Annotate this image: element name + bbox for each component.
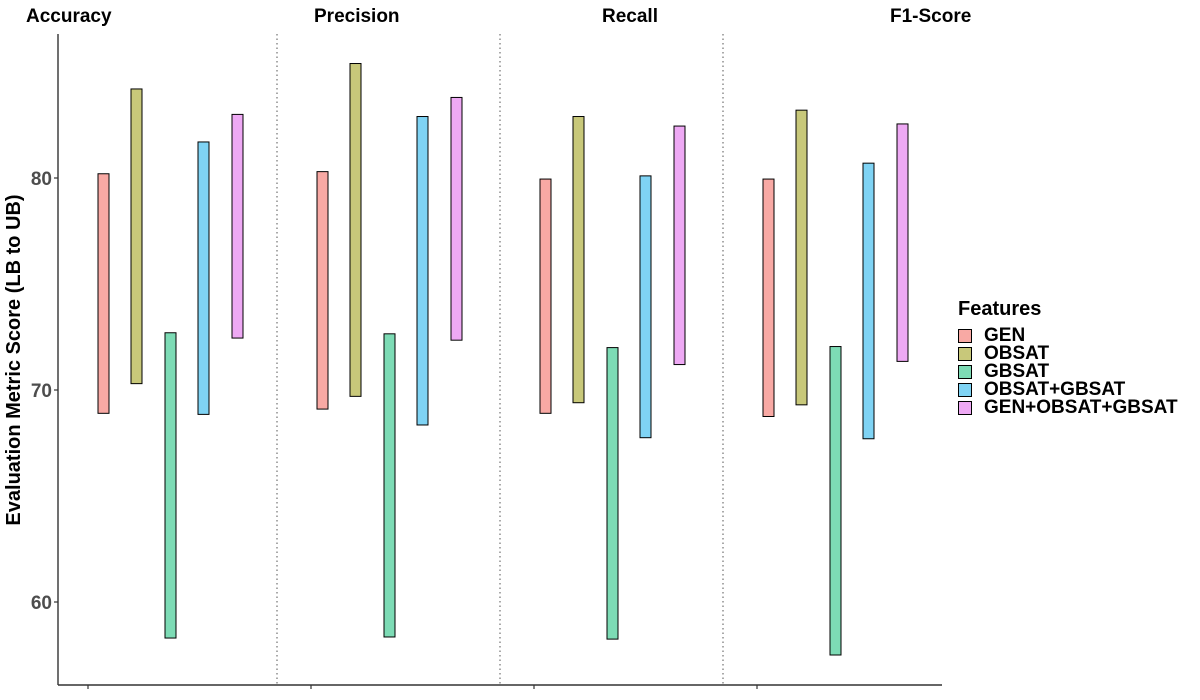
y-tick-label: 80 [31,169,52,190]
panel-titles: Accuracy Precision Recall F1-Score [26,6,971,27]
legend-key [958,329,972,343]
range-bar-obsat-recall [572,116,585,404]
legend: Features GEN OBSAT GBSAT OBSAT+GBSAT GEN+OBS… [958,298,1178,418]
range-bar-obsat-gbsat-recall [639,175,652,439]
range-bar-gen-recall [539,178,552,414]
legend-items: GEN OBSAT GBSAT OBSAT+GBSAT GEN+OBSAT+GBSAT [958,325,1178,418]
range-bar-gen-obsat-gbsat-f1-score [896,123,909,362]
legend-key [958,401,972,415]
panel-title-f1-score: F1-Score [890,6,971,27]
y-tick-label: 60 [31,593,52,614]
legend-item: GEN [958,325,1178,346]
range-bar-gbsat-recall [606,347,619,640]
range-bar-gbsat-f1-score [829,346,842,656]
y-axis-title: Evaluation Metric Score (LB to UB) [3,194,25,525]
range-bar-obsat-precision [349,63,362,397]
range-bar-gen-obsat-gbsat-recall [673,125,686,366]
legend-label: OBSAT [984,343,1050,364]
legend-key [958,383,972,397]
range-bar-gbsat-precision [383,333,396,638]
range-bar-gen-obsat-gbsat-precision [450,96,463,341]
range-bar-obsat-gbsat-accuracy [197,141,210,415]
range-bars [97,63,909,656]
legend-item: GEN+OBSAT+GBSAT [958,397,1178,418]
range-bar-gen-accuracy [97,173,110,414]
range-bar-gen-obsat-gbsat-accuracy [231,113,244,339]
legend-key [958,365,972,379]
legend-label: GBSAT [984,361,1050,382]
panel-title-recall: Recall [602,6,658,27]
panel-title-precision: Precision [314,6,400,27]
legend-label: OBSAT+GBSAT [984,379,1126,400]
range-bar-obsat-accuracy [130,88,143,385]
y-axis-ticks: 60 70 80 [31,169,58,614]
range-bar-obsat-gbsat-f1-score [862,162,875,440]
panel-separators [276,34,724,685]
legend-item: OBSAT [958,343,1178,364]
range-bar-gbsat-accuracy [164,332,177,639]
legend-key [958,347,972,361]
y-tick-label: 70 [31,381,52,402]
legend-title: Features [958,298,1042,320]
range-bar-obsat-f1-score [795,109,808,406]
axes [57,34,942,689]
panel-title-accuracy: Accuracy [26,6,112,27]
legend-label: GEN [984,325,1026,346]
legend-label: GEN+OBSAT+GBSAT [984,397,1178,418]
legend-item: OBSAT+GBSAT [958,379,1178,400]
range-bar-gen-precision [316,171,329,410]
range-bar-obsat-gbsat-precision [416,116,429,426]
legend-item: GBSAT [958,361,1178,382]
range-bar-gen-f1-score [762,178,775,417]
